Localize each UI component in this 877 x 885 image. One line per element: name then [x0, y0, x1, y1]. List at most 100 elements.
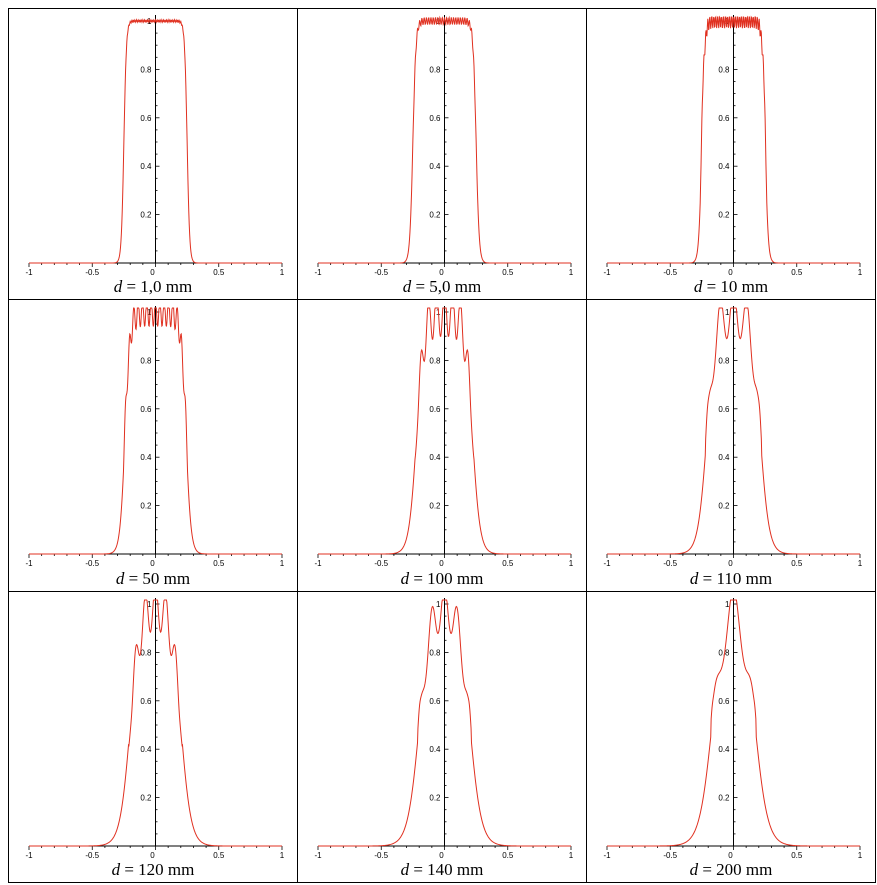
plot-area: -1 -0.5 0 0.5 10.20.40.60.81	[603, 306, 863, 568]
y-tick-label: 0.6	[429, 696, 441, 705]
intensity-curve	[607, 15, 860, 264]
y-tick-label: 0.2	[718, 502, 730, 511]
caption-value: = 1,0 mm	[122, 277, 193, 297]
x-tick-label: -1	[314, 559, 322, 568]
y-tick-label: 1	[725, 308, 730, 317]
caption-value: = 120 mm	[120, 860, 195, 879]
caption-variable: d	[402, 277, 412, 297]
x-tick-label: 1	[569, 268, 574, 277]
y-tick-label: 0.8	[429, 65, 441, 74]
y-tick-label: 0.4	[140, 162, 152, 171]
intensity-curve	[607, 599, 860, 847]
caption-value: = 110 mm	[698, 568, 773, 588]
chart-panel: -1 -0.5 0 0.5 1 0.2 0.4 0.6 0.8 1 d = 50 mm	[9, 300, 298, 592]
panel-caption: d = 50 mm	[9, 569, 297, 589]
x-tick-label: -0.5	[663, 268, 677, 277]
y-tick-label: 0.2	[718, 793, 730, 802]
caption-variable: d	[115, 568, 125, 588]
y-tick-label: 1	[436, 600, 441, 609]
y-tick-label: 0.4	[718, 745, 730, 754]
y-tick-label: 0.6	[140, 405, 152, 414]
chart-panel: -1 -0.5 0 0.5 1 0.2 0.4 0.6 0.8 1 d = 200 mm	[587, 591, 876, 883]
intensity-curve	[29, 18, 282, 264]
intensity-curve	[318, 599, 571, 847]
y-tick-label: 0.8	[429, 648, 441, 657]
plot-area: -1 -0.5 0 0.5 10.20.40.60.81	[25, 597, 285, 860]
y-tick-label: 0.2	[140, 793, 152, 802]
chart-panel: -1 -0.5 0 0.5 1 0.2 0.4 0.6 0.8 1 d = 5,0 mm	[298, 9, 587, 301]
x-tick-label: 0.5	[502, 851, 514, 860]
x-tick-label: 0	[439, 559, 444, 568]
y-tick-label: 0.2	[429, 502, 441, 511]
caption-variable: d	[689, 568, 699, 588]
panel-caption: d = 100 mm	[298, 569, 586, 589]
x-tick-label: 0.5	[502, 559, 514, 568]
x-tick-label: -1	[25, 559, 33, 568]
intensity-curve	[318, 15, 571, 264]
x-tick-label: 1	[569, 851, 574, 860]
x-tick-label: -1	[603, 559, 611, 568]
y-tick-label: 0.8	[140, 357, 152, 366]
y-tick-label: 0.6	[429, 114, 441, 123]
x-tick-label: 1	[569, 559, 574, 568]
chart-panel: -1 -0.5 0 0.5 1 0.2 0.4 0.6 0.8 1 d = 110 mm	[587, 300, 876, 592]
y-tick-label: 0.6	[718, 696, 730, 705]
panel-caption: d = 120 mm	[9, 860, 297, 880]
x-tick-label: -1	[25, 851, 33, 860]
x-tick-label: 0.5	[791, 851, 803, 860]
chart-panel: -1 -0.5 0 0.5 1 0.2 0.4 0.6 0.8 1 d = 140 mm	[298, 591, 587, 883]
y-tick-label: 1	[147, 600, 152, 609]
y-tick-label: 0.4	[429, 454, 441, 463]
x-tick-label: 0	[150, 851, 155, 860]
caption-variable: d	[400, 568, 410, 588]
x-tick-label: 1	[280, 559, 285, 568]
chart-panel: -1 -0.5 0 0.5 1 0.2 0.4 0.6 0.8 1 d = 1,0 mm	[9, 9, 298, 301]
x-tick-label: 0	[728, 559, 733, 568]
y-tick-label: 0.6	[140, 696, 152, 705]
panel-caption: d = 1,0 mm	[9, 277, 297, 297]
x-tick-label: 1	[858, 851, 863, 860]
chart-panel: -1 -0.5 0 0.5 1 0.2 0.4 0.6 0.8 1 d = 120 mm	[9, 591, 298, 883]
x-tick-label: 0	[439, 268, 444, 277]
chart-grid: -1 -0.5 0 0.5 1 0.2 0.4 0.6 0.8 1 d = 1,0 mm -1 -0…	[8, 8, 876, 883]
x-tick-label: 0.5	[791, 268, 803, 277]
x-tick-label: 0	[728, 268, 733, 277]
caption-value: = 50 mm	[124, 568, 191, 588]
y-tick-label: 0.8	[140, 65, 152, 74]
x-tick-label: 0.5	[791, 559, 803, 568]
x-tick-label: 0.5	[213, 268, 225, 277]
x-tick-label: -0.5	[85, 268, 99, 277]
plot-area: -1 -0.5 0 0.5 10.20.40.60.81	[314, 597, 574, 860]
caption-value: = 140 mm	[409, 860, 484, 879]
y-tick-label: 0.4	[429, 162, 441, 171]
x-tick-label: 0.5	[213, 559, 225, 568]
x-tick-label: -1	[314, 851, 322, 860]
intensity-curve	[318, 307, 571, 555]
plot-area: -1 -0.5 0 0.5 10.20.40.60.81	[314, 306, 574, 568]
x-tick-label: 0	[439, 851, 444, 860]
caption-value: = 5,0 mm	[411, 277, 482, 297]
x-tick-label: 0.5	[213, 851, 225, 860]
plot-area: -1 -0.5 0 0.5 10.20.40.60.81	[603, 597, 863, 860]
x-tick-label: 0.5	[502, 268, 514, 277]
x-tick-label: 1	[280, 268, 285, 277]
y-tick-label: 1	[725, 600, 730, 609]
x-tick-label: -0.5	[85, 851, 99, 860]
x-tick-label: 1	[280, 851, 285, 860]
panel-caption: d = 200 mm	[587, 860, 875, 880]
caption-value: = 10 mm	[702, 277, 769, 297]
y-tick-label: 0.8	[718, 65, 730, 74]
y-tick-label: 0.8	[429, 357, 441, 366]
intensity-curve	[29, 599, 282, 847]
y-tick-label: 0.6	[718, 405, 730, 414]
caption-variable: d	[693, 277, 703, 297]
panel-caption: d = 140 mm	[298, 860, 586, 880]
chart-panel: -1 -0.5 0 0.5 1 0.2 0.4 0.6 0.8 1 d = 10 mm	[587, 9, 876, 301]
x-tick-label: -1	[603, 851, 611, 860]
plot-area: -1 -0.5 0 0.5 10.20.40.60.81	[25, 306, 285, 568]
x-tick-label: -0.5	[374, 559, 388, 568]
y-tick-label: 0.4	[140, 745, 152, 754]
caption-variable: d	[400, 860, 410, 879]
x-tick-label: -0.5	[374, 268, 388, 277]
y-tick-label: 0.2	[718, 211, 730, 220]
